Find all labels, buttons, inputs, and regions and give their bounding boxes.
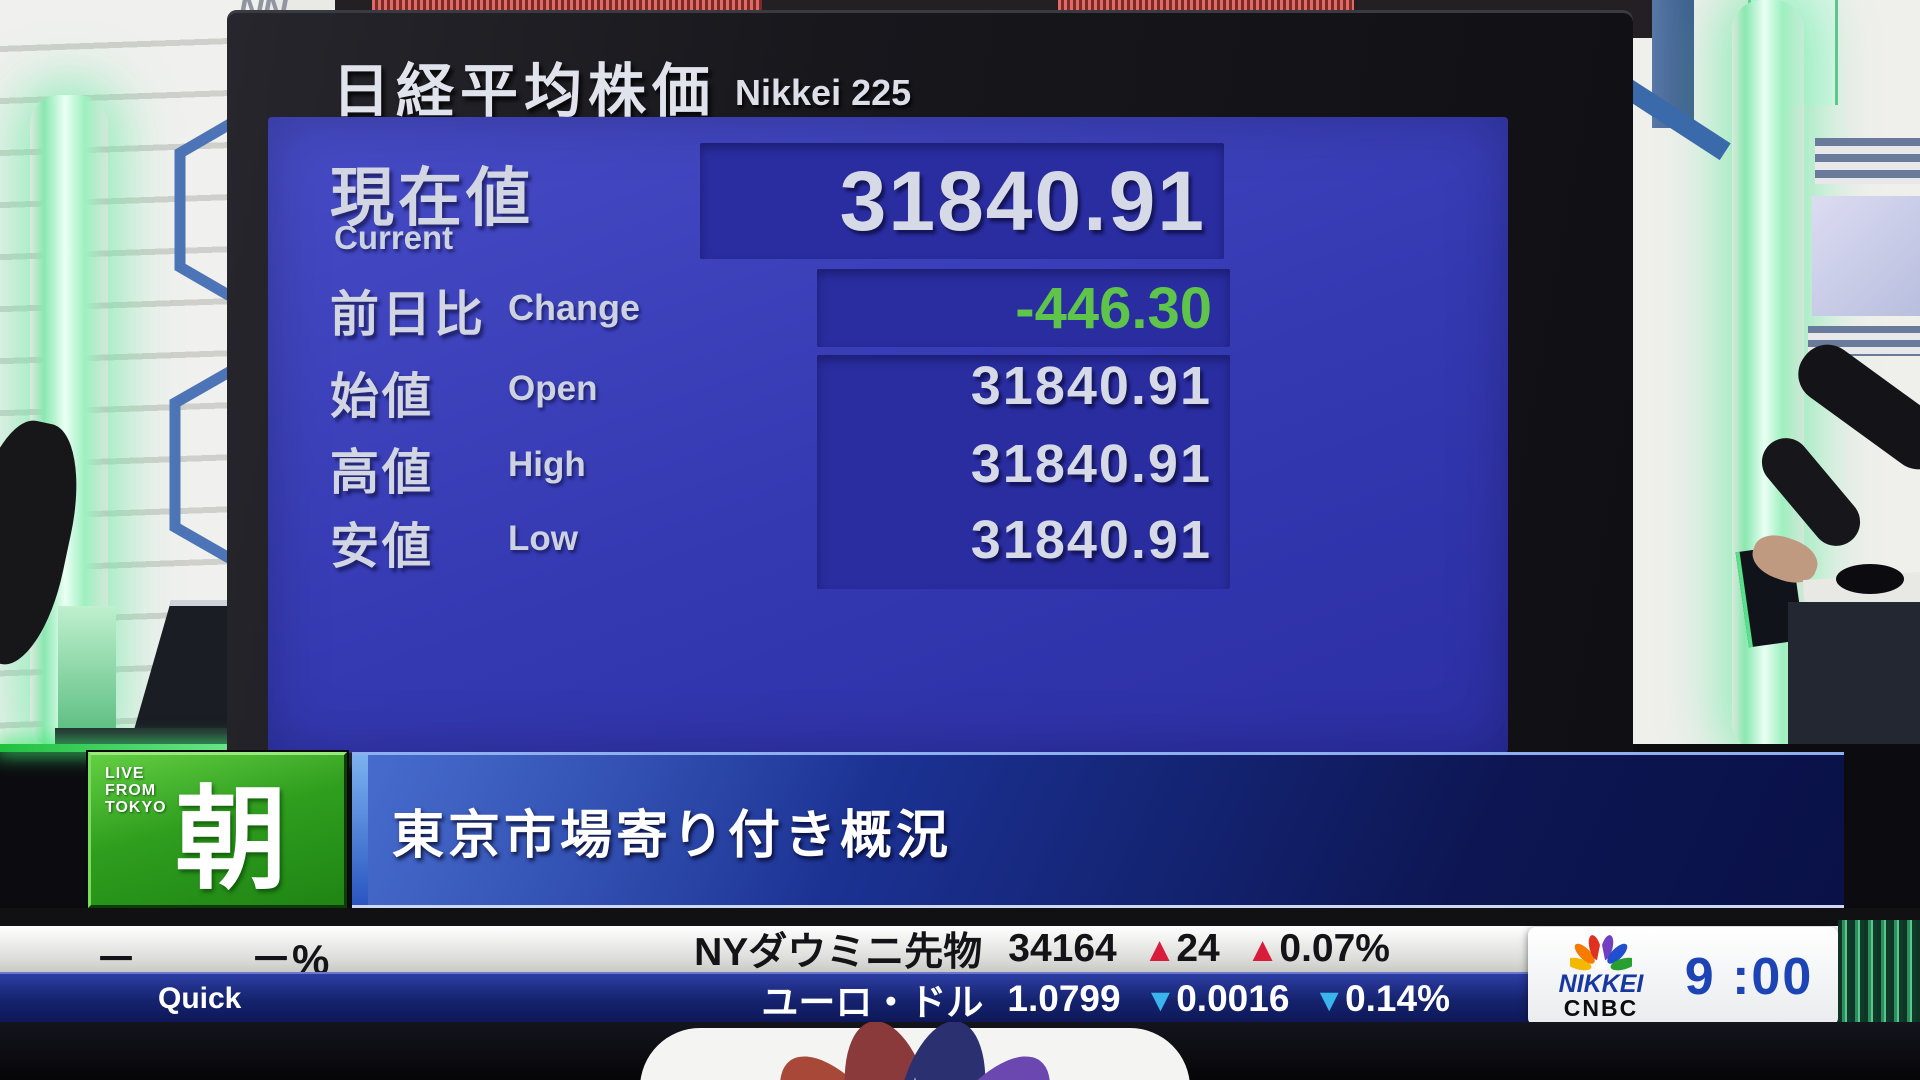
ticker2-instrument: ユーロ・ドル [761,982,984,1023]
ticker1-change-pct-value: 0.07% [1279,927,1390,970]
headline-text: 東京市場寄り付き概況 [392,807,953,865]
ticker1-price: 34164 [1008,927,1117,970]
ticker-gap-strip [0,908,1920,926]
program-badge: LIVE FROM TOKYO 朝 [88,752,347,908]
down-triangle-icon: ▼ [1144,982,1177,1018]
ticker1-quote-group: NYダウミニ先物 34164 ▲24 ▲0.07% [694,926,1390,974]
nikkei-cnbc-logo: NIKKEI CNBC [1542,934,1660,1020]
current-value: 31840.91 [839,154,1206,248]
nikkei-wordmark: NIKKEI [1558,969,1644,998]
label-open-ja: 始値 [330,370,435,424]
ticker2-quote-group: ユーロ・ドル 1.0799 ▼0.0016 ▼0.14% [761,974,1450,1024]
label-current-ja: 現在値 [330,162,534,234]
quick-brand-logo: Quick [158,982,242,1015]
cnbc-wordmark: CNBC [1563,994,1639,1021]
change-value-box: -446.30 [817,269,1230,347]
studio-slats-top-right [1815,138,1920,184]
label-high-ja: 高値 [330,446,435,500]
label-change-ja: 前日比 [330,288,487,342]
program-kanji: 朝 [174,777,287,902]
high-value: 31840.91 [970,434,1212,494]
label-open-en: Open [508,369,598,408]
ticker1-change-pct: ▲0.07% [1246,927,1390,971]
desk-glow-panel-left [58,606,116,748]
quote-screen: 31840.91 -446.30 31840.91 31840.91 31840… [268,117,1508,753]
broadcast-clock: 9 :00 [1684,947,1814,1006]
tokyo-line: TOKYO [105,799,167,816]
station-logo-box: NIKKEI CNBC 9 :00 [1528,927,1838,1026]
nikkei-quote-board: 日経平均株価 Nikkei 225 31840.91 -446.30 31840… [227,10,1633,765]
live-from-tokyo-label: LIVE FROM TOKYO [105,765,167,816]
board-title-japanese: 日経平均株価 [332,59,717,124]
ticker2-change: ▼0.0016 [1145,978,1290,1020]
studio-screen-right [1812,196,1920,316]
computer-mouse [1836,564,1904,594]
ticker1-change-value: 24 [1176,927,1220,970]
ticker1-change: ▲24 [1143,927,1220,971]
headline-banner: 東京市場寄り付き概況 [352,752,1844,908]
label-current-en: Current [334,219,454,256]
label-low-ja: 安値 [330,520,435,574]
open-value: 31840.91 [970,356,1212,416]
current-value-box: 31840.91 [700,143,1224,259]
ticker2-change-pct-value: 0.14% [1345,978,1450,1019]
live-line: LIVE [105,765,145,782]
peacock-icon [1570,934,1632,970]
desk-under-right [1788,602,1920,760]
ticker2-change-pct: ▼0.14% [1313,978,1450,1020]
open-high-low-box: 31840.91 31840.91 31840.91 [817,355,1230,589]
board-title-english: Nikkei 225 [735,72,912,113]
up-triangle-icon: ▲ [1142,931,1177,969]
peacock-graphic-large [640,1022,1190,1080]
up-triangle-icon: ▲ [1245,931,1280,969]
from-line: FROM [105,782,157,799]
change-value: -446.30 [1015,276,1212,341]
down-triangle-icon: ▼ [1313,982,1346,1018]
label-low-en: Low [508,519,578,558]
low-value: 31840.91 [970,510,1212,570]
label-high-en: High [508,445,586,484]
ticker1-instrument: NYダウミニ先物 [694,931,983,974]
ticker2-change-value: 0.0016 [1176,978,1290,1019]
ticker2-price: 1.0799 [1007,978,1121,1019]
banner-accent-strip [352,755,368,905]
label-change-en: Change [508,287,641,328]
banner-sheen [352,755,1039,905]
